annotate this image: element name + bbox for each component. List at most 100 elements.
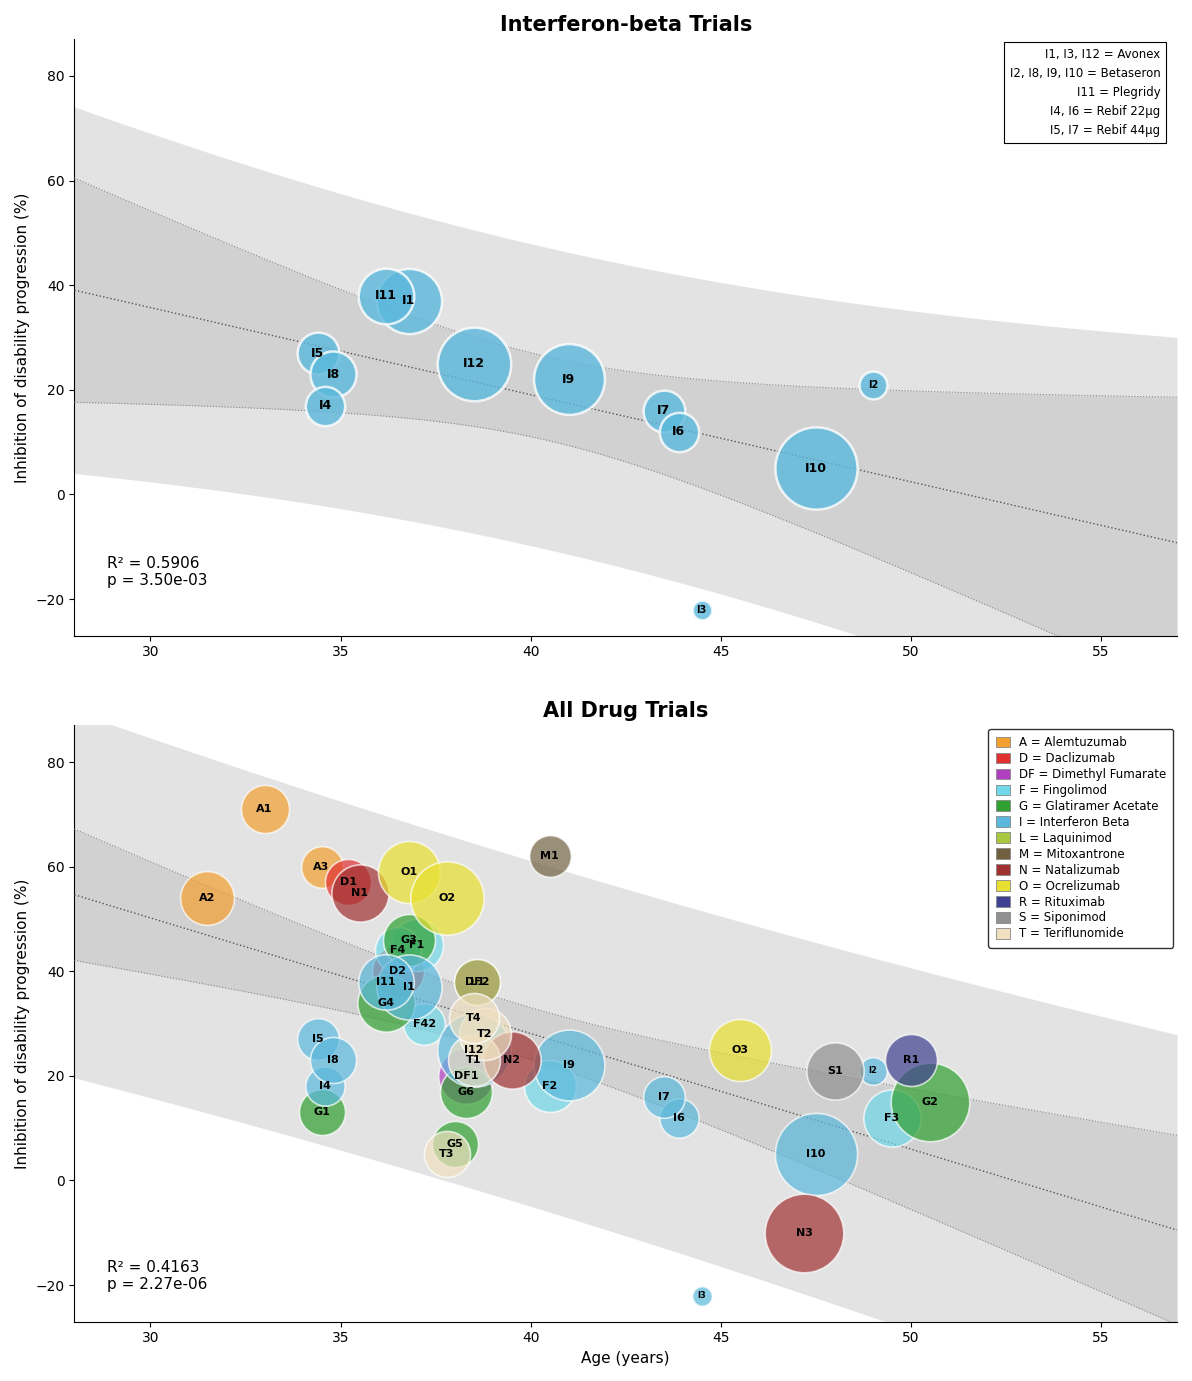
- Point: [457, 1065, 476, 1087]
- Point: [457, 1080, 476, 1102]
- Text: I9: I9: [563, 373, 576, 385]
- Point: [901, 1050, 920, 1072]
- Text: I3: I3: [697, 1291, 706, 1300]
- Text: G6: G6: [458, 1087, 474, 1097]
- Point: [670, 421, 689, 443]
- Text: S1: S1: [827, 1066, 843, 1076]
- Point: [468, 971, 488, 993]
- Text: I8: I8: [327, 1055, 339, 1065]
- Text: F3: F3: [884, 1113, 900, 1123]
- Text: I11: I11: [377, 976, 396, 986]
- Text: I7: I7: [658, 1092, 670, 1102]
- Text: R² = 0.5906
p = 3.50e-03: R² = 0.5906 p = 3.50e-03: [107, 555, 207, 588]
- Point: [389, 939, 408, 961]
- Point: [323, 1050, 342, 1072]
- Text: I6: I6: [672, 425, 685, 438]
- Point: [255, 798, 274, 820]
- Text: T2: T2: [477, 1029, 492, 1039]
- Point: [399, 929, 418, 952]
- Text: N3: N3: [796, 1228, 813, 1237]
- Legend: A = Alemtuzumab, D = Daclizumab, DF = Dimethyl Fumarate, F = Fingolimod, G = Gla: A = Alemtuzumab, D = Daclizumab, DF = Di…: [988, 729, 1173, 947]
- Point: [920, 1091, 939, 1113]
- Point: [825, 1059, 844, 1081]
- Point: [437, 887, 457, 909]
- Text: T1: T1: [466, 1055, 482, 1065]
- Point: [540, 845, 559, 867]
- Point: [863, 1059, 882, 1081]
- Point: [464, 1039, 483, 1061]
- Point: [464, 1050, 483, 1072]
- Text: D1: D1: [340, 877, 356, 888]
- Point: [377, 971, 396, 993]
- Text: I10: I10: [806, 1149, 826, 1159]
- Text: F1: F1: [409, 940, 424, 950]
- Point: [309, 342, 328, 365]
- Point: [540, 1076, 559, 1098]
- Text: I2: I2: [869, 1066, 877, 1076]
- Text: I5: I5: [311, 347, 324, 359]
- Point: [693, 598, 712, 620]
- Text: I12: I12: [464, 1044, 484, 1055]
- Point: [693, 1284, 712, 1306]
- Text: I4: I4: [318, 399, 331, 412]
- Text: DF2: DF2: [465, 976, 490, 986]
- Point: [654, 399, 673, 421]
- Text: I5: I5: [312, 1034, 323, 1044]
- Point: [476, 1023, 495, 1045]
- Point: [731, 1039, 750, 1061]
- Point: [882, 1106, 901, 1128]
- Point: [445, 1132, 464, 1155]
- Text: I1: I1: [403, 982, 415, 992]
- Point: [464, 352, 483, 374]
- Point: [316, 1076, 335, 1098]
- Title: All Drug Trials: All Drug Trials: [544, 702, 708, 721]
- Text: R1: R1: [902, 1055, 919, 1065]
- Point: [464, 1007, 483, 1029]
- Point: [323, 363, 342, 385]
- Point: [559, 1054, 578, 1076]
- Point: [377, 992, 396, 1014]
- Text: I6: I6: [673, 1113, 685, 1123]
- Point: [350, 881, 370, 903]
- Text: I4: I4: [319, 1081, 331, 1091]
- Point: [312, 1102, 331, 1124]
- Text: G1: G1: [313, 1108, 330, 1117]
- Point: [198, 887, 217, 909]
- Text: I11: I11: [375, 289, 397, 302]
- Point: [406, 934, 426, 956]
- Point: [806, 1143, 825, 1166]
- Text: G2: G2: [921, 1097, 938, 1108]
- Point: [309, 1029, 328, 1051]
- Y-axis label: Inhibition of disability progression (%): Inhibition of disability progression (%): [15, 878, 30, 1168]
- Point: [795, 1222, 814, 1244]
- Point: [399, 860, 418, 882]
- Text: N2: N2: [503, 1055, 520, 1065]
- Y-axis label: Inhibition of disability progression (%): Inhibition of disability progression (%): [15, 192, 30, 483]
- Point: [437, 1143, 457, 1166]
- Text: I1: I1: [403, 294, 416, 308]
- Text: A1: A1: [256, 804, 273, 813]
- Point: [389, 960, 408, 982]
- Point: [863, 373, 882, 395]
- Point: [654, 1085, 673, 1108]
- Text: N1: N1: [352, 888, 368, 898]
- Text: R² = 0.4163
p = 2.27e-06: R² = 0.4163 p = 2.27e-06: [107, 1259, 207, 1291]
- Title: Interferon-beta Trials: Interferon-beta Trials: [499, 15, 752, 35]
- Text: D2: D2: [389, 967, 406, 976]
- Text: I1, I3, I12 = Avonex
I2, I8, I9, I10 = Betaseron
I11 = Plegridy
I4, I6 = Rebif 2: I1, I3, I12 = Avonex I2, I8, I9, I10 = B…: [1010, 48, 1161, 137]
- X-axis label: Age (years): Age (years): [582, 1351, 670, 1366]
- Point: [559, 369, 578, 391]
- Text: G4: G4: [378, 997, 395, 1008]
- Text: L1: L1: [470, 976, 485, 986]
- Point: [339, 871, 358, 894]
- Text: O1: O1: [401, 867, 417, 877]
- Text: O3: O3: [731, 1044, 749, 1055]
- Point: [415, 1012, 434, 1034]
- Text: F42: F42: [412, 1019, 436, 1029]
- Point: [316, 395, 335, 417]
- Text: G5: G5: [446, 1139, 462, 1149]
- Point: [399, 290, 418, 312]
- Point: [468, 971, 488, 993]
- Text: A2: A2: [199, 894, 216, 903]
- Point: [377, 284, 396, 307]
